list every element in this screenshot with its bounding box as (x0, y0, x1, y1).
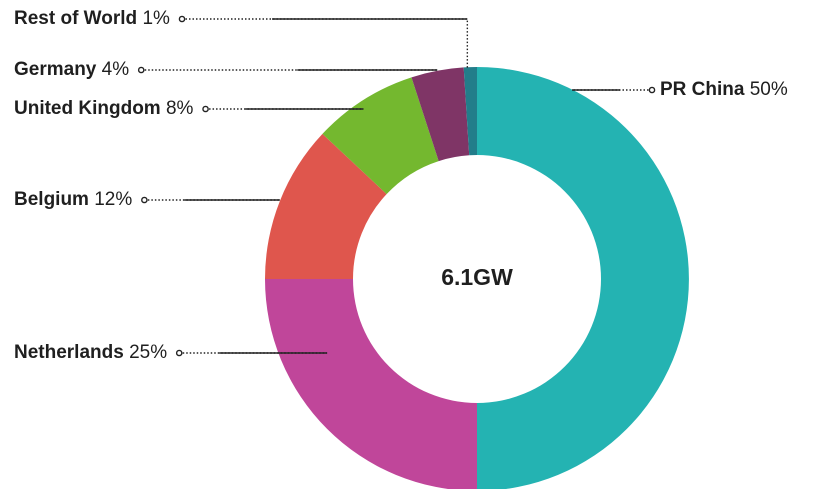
slice-belgium (265, 133, 387, 279)
label-rest-of-world-value: 1% (142, 8, 170, 29)
label-pr-china-name: PR China (660, 79, 750, 100)
slice-rest-of-world (463, 67, 477, 156)
label-germany-name: Germany (14, 59, 102, 80)
donut-slices (265, 67, 689, 489)
label-germany-value: 4% (102, 59, 130, 80)
leader-dot-united-kingdom (202, 105, 209, 113)
slice-united-kingdom (322, 77, 439, 195)
leader-lines (137, 15, 656, 357)
label-pr-china-value: 50% (750, 79, 788, 100)
leader-dot-belgium (141, 196, 148, 204)
slice-germany (411, 67, 470, 162)
leader-dot-rest-of-world (178, 15, 186, 23)
label-belgium-name: Belgium (14, 189, 94, 210)
leader-dot-pr-china (648, 86, 656, 94)
slice-labels: PR China 50% Netherlands 25% Belgium 12% Un… (14, 8, 788, 363)
label-belgium-value: 12% (94, 189, 132, 210)
label-netherlands-name: Netherlands (14, 342, 129, 363)
label-rest-of-world: Rest of World 1% (14, 8, 170, 29)
label-rest-of-world-name: Rest of World (14, 8, 142, 29)
center-total-label: 6.1GW (441, 264, 513, 290)
label-united-kingdom: United Kingdom 8% (14, 98, 194, 119)
label-germany: Germany 4% (14, 59, 129, 80)
label-united-kingdom-value: 8% (166, 98, 194, 119)
slice-pr-china (477, 67, 689, 489)
leader-dot-netherlands (175, 349, 183, 357)
label-netherlands: Netherlands 25% (14, 342, 167, 363)
slice-netherlands (265, 279, 477, 489)
label-united-kingdom-name: United Kingdom (14, 98, 166, 119)
leader-rest-of-world (182, 18, 469, 69)
label-belgium: Belgium 12% (14, 189, 132, 210)
leader-dot-germany (137, 66, 145, 74)
label-netherlands-value: 25% (129, 342, 167, 363)
label-pr-china: PR China 50% (660, 79, 788, 100)
